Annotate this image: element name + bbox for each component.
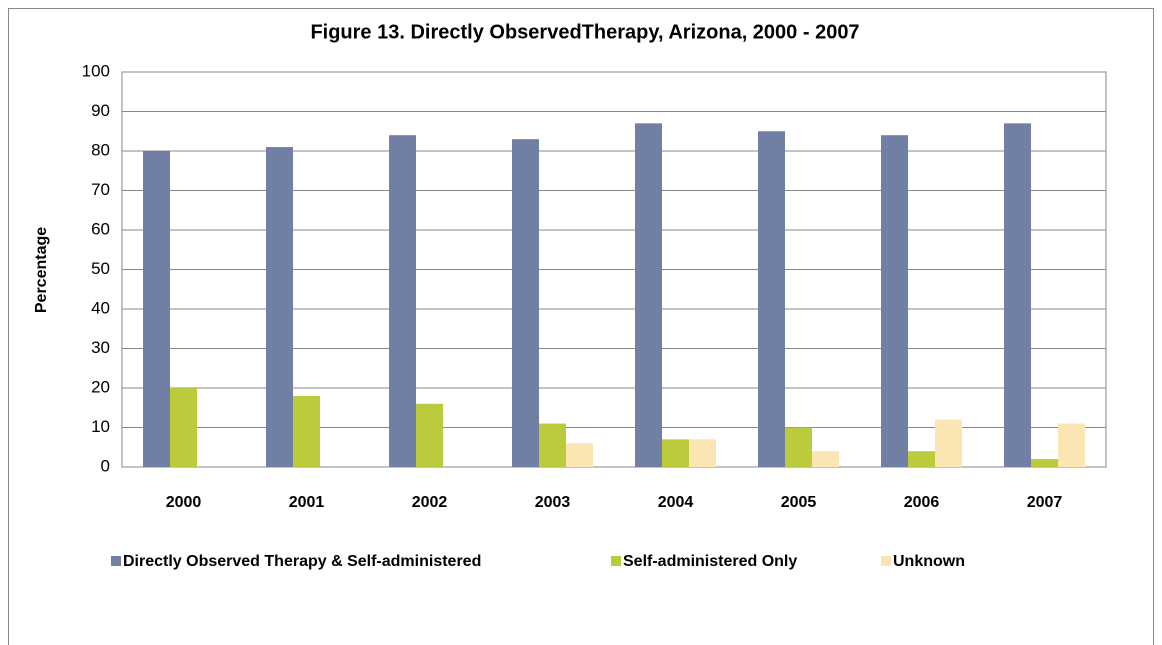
x-tick-label: 2007: [1027, 494, 1063, 511]
x-tick-label: 2002: [412, 494, 448, 511]
bar: [662, 439, 689, 467]
y-tick-label: 0: [101, 456, 110, 475]
y-tick-label: 40: [91, 298, 110, 317]
x-tick-label: 2006: [904, 494, 940, 511]
legend-label: Directly Observed Therapy & Self-adminis…: [123, 553, 481, 570]
y-tick-label: 100: [82, 61, 110, 80]
y-tick-label: 10: [91, 417, 110, 436]
bar: [812, 451, 839, 467]
bar: [416, 403, 443, 467]
frame: [8, 8, 1154, 645]
x-tick-label: 2000: [166, 494, 202, 511]
bar: [143, 151, 170, 467]
x-tick-label: 2001: [289, 494, 325, 511]
legend-swatch: [111, 556, 121, 566]
x-tick-label: 2005: [781, 494, 817, 511]
bar: [1004, 123, 1031, 467]
bar: [1031, 459, 1058, 467]
y-tick-label: 90: [91, 101, 110, 120]
legend-swatch: [881, 556, 891, 566]
chart-title: Figure 13. Directly ObservedTherapy, Ari…: [310, 21, 859, 43]
bar: [389, 135, 416, 467]
x-tick-label: 2003: [535, 494, 571, 511]
plot-border: [121, 71, 1107, 468]
y-tick-label: 50: [91, 259, 110, 278]
bar: [689, 439, 716, 467]
legend-label: Self-administered Only: [623, 553, 797, 570]
x-tick-label: 2004: [658, 494, 694, 511]
bar: [935, 419, 962, 467]
legend-label: Unknown: [893, 553, 965, 570]
legend-swatch: [611, 556, 621, 566]
y-tick-label: 20: [91, 377, 110, 396]
bar: [785, 427, 812, 467]
bar: [635, 123, 662, 467]
bar: [758, 131, 785, 467]
y-tick-label: 70: [91, 180, 110, 199]
y-tick-label: 80: [91, 140, 110, 159]
bar: [566, 443, 593, 467]
bar: [881, 135, 908, 467]
y-tick-label: 60: [91, 219, 110, 238]
bar: [266, 147, 293, 468]
bar: [539, 423, 566, 467]
bar: [293, 395, 320, 467]
y-tick-label: 30: [91, 338, 110, 357]
bar: [908, 451, 935, 467]
bar: [512, 139, 539, 467]
bar: [1058, 423, 1085, 467]
bar: [170, 388, 197, 467]
y-axis-label: Percentage: [33, 227, 50, 313]
